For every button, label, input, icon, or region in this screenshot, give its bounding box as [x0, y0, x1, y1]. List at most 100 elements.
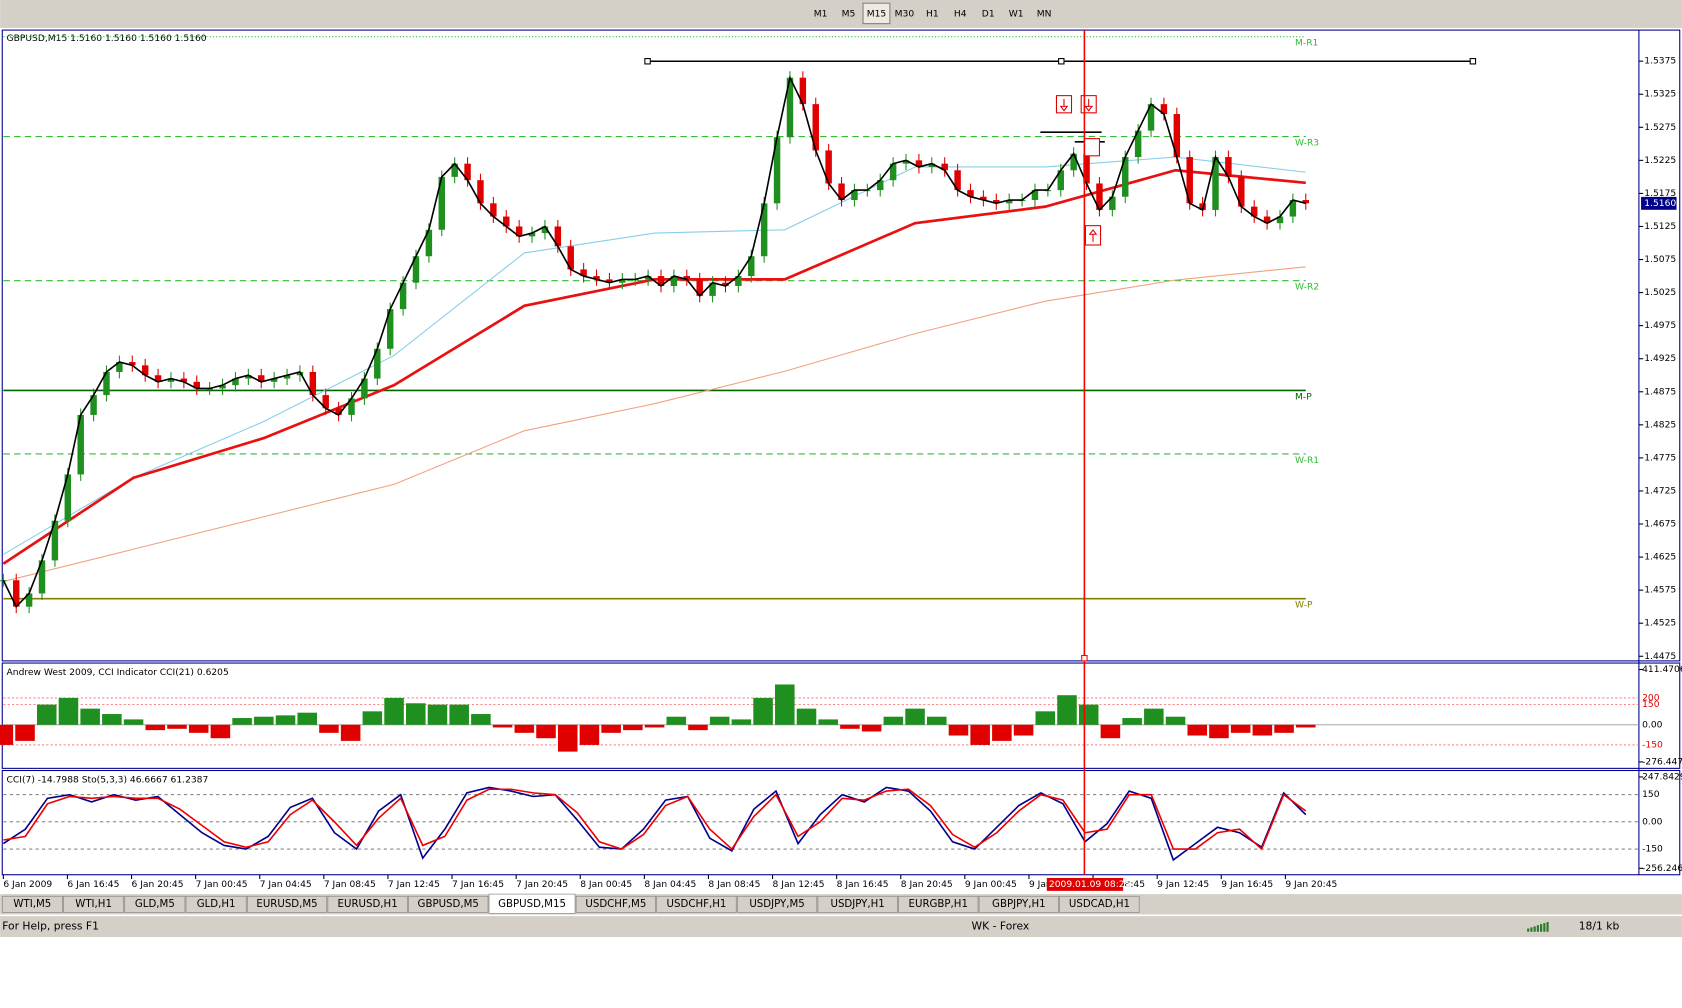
symbol-tab-label[interactable]: USDJPY,H1: [831, 899, 885, 910]
symbol-tab-label[interactable]: GLD,M5: [135, 899, 175, 910]
time-label: 9 Jan 12:45: [1157, 880, 1209, 890]
status-profile: WK - Forex: [972, 919, 1030, 932]
cci-frame: [1, 662, 1681, 769]
y-tick-label: 1.5075: [1644, 255, 1676, 265]
y-tick-label: 1.5325: [1644, 90, 1676, 100]
candle: [567, 246, 574, 270]
pivot-label: W-P: [1295, 601, 1313, 611]
timeframe-label[interactable]: D1: [982, 9, 995, 19]
timeframe-button[interactable]: [862, 2, 891, 25]
candle: [141, 365, 149, 376]
cci-tick-label: 411.4706: [1642, 665, 1682, 675]
symbol-tab[interactable]: [124, 895, 186, 913]
candle: [619, 279, 626, 283]
timeframe-button[interactable]: [835, 3, 862, 24]
timeframe-button[interactable]: [1002, 3, 1030, 24]
timeframe-label[interactable]: M5: [842, 9, 856, 19]
candle: [1109, 196, 1116, 210]
osc-tick-label: 150: [1642, 790, 1660, 800]
symbol-tab-label[interactable]: GBPUSD,M5: [418, 899, 479, 910]
timeframe-label[interactable]: MN: [1037, 9, 1052, 19]
y-tick-label: 1.4975: [1644, 321, 1676, 331]
symbol-tab-label[interactable]: GBPJPY,H1: [992, 899, 1046, 910]
candle: [1238, 176, 1245, 207]
symbol-tab-label[interactable]: EURUSD,H1: [338, 899, 398, 910]
candle: [915, 160, 923, 167]
time-label: 7 Jan 12:45: [388, 880, 440, 890]
connection-bars: [1527, 922, 1549, 932]
timeframe-label[interactable]: H4: [954, 9, 967, 19]
y-tick-label: 1.4775: [1644, 453, 1676, 463]
candle: [1096, 183, 1103, 210]
cci-bar: [1274, 724, 1294, 733]
timeframe-button[interactable]: [918, 3, 946, 24]
candle: [1083, 153, 1090, 184]
candle: [748, 256, 755, 277]
candle: [1212, 157, 1219, 210]
time-label: 8 Jan 16:45: [837, 880, 889, 890]
symbol-tab[interactable]: [246, 895, 328, 913]
symbol-tab[interactable]: [817, 895, 898, 913]
symbol-tab-label[interactable]: WTI,M5: [13, 899, 51, 910]
symbol-tab[interactable]: [1, 895, 63, 913]
symbol-tab[interactable]: [185, 895, 247, 913]
cci-bar: [275, 715, 296, 725]
cci-tick-label: 200: [1642, 693, 1660, 703]
symbol-tab-label[interactable]: GBPUSD,M15: [498, 899, 566, 910]
pivot-label: W-R2: [1295, 283, 1319, 293]
symbol-tab[interactable]: [898, 895, 979, 913]
symbol-tab-label[interactable]: USDCAD,H1: [1069, 899, 1130, 910]
symbol-tab[interactable]: [656, 895, 737, 913]
cci-bar: [449, 704, 469, 725]
symbol-tab[interactable]: [736, 895, 818, 913]
cci-bar: [840, 724, 860, 729]
cci-bar: [492, 724, 513, 728]
arrow-glyph: [1088, 229, 1098, 242]
symbol-tab-label[interactable]: USDCHF,H1: [667, 899, 727, 910]
symbol-tab-label[interactable]: EURGBP,H1: [909, 899, 968, 910]
cci-bar: [883, 716, 904, 725]
timeframe-label[interactable]: M30: [895, 9, 915, 19]
cci-bar: [514, 724, 535, 733]
symbol-tab[interactable]: [488, 893, 576, 914]
symbol-tab[interactable]: [1059, 895, 1140, 913]
symbol-tab-label[interactable]: WTI,H1: [75, 899, 112, 910]
status-help: For Help, press F1: [2, 919, 99, 932]
symbol-tab[interactable]: [978, 895, 1059, 913]
y-tick-label: 1.5225: [1644, 156, 1676, 166]
candle: [722, 282, 729, 286]
timeframe-button[interactable]: [974, 3, 1002, 24]
cci-bar: [406, 703, 426, 725]
symbol-tab[interactable]: [575, 895, 656, 913]
cci-bar: [384, 697, 404, 725]
cci-bar: [753, 697, 773, 725]
candle: [309, 371, 317, 396]
symbol-tab[interactable]: [327, 895, 408, 913]
timeframe-button[interactable]: [807, 3, 835, 24]
price-label: 1.5160: [1644, 199, 1676, 209]
symbol-tab-label[interactable]: EURUSD,M5: [256, 899, 317, 910]
timeframe-label[interactable]: M1: [814, 9, 828, 19]
trend-handle: [1469, 58, 1477, 65]
candle: [967, 190, 974, 197]
y-tick-label: 1.5025: [1644, 288, 1676, 298]
cci-bar: [1144, 708, 1164, 725]
timeframe-button[interactable]: [946, 3, 974, 24]
timeframe-label[interactable]: M15: [867, 9, 887, 19]
candle: [644, 276, 652, 280]
cci-bar: [644, 724, 665, 728]
symbol-tab[interactable]: [63, 895, 125, 913]
candle: [25, 593, 33, 607]
timeframe-label[interactable]: H1: [926, 9, 939, 19]
timeframe-button[interactable]: [890, 3, 918, 24]
symbol-tab-label[interactable]: USDCHF,M5: [585, 899, 646, 910]
candle: [425, 229, 433, 257]
timeframe-button[interactable]: [1030, 3, 1058, 24]
status-bar: [0, 915, 1682, 938]
symbol-tab-label[interactable]: GLD,H1: [197, 899, 236, 910]
timeframe-label[interactable]: W1: [1009, 9, 1024, 19]
candle: [503, 216, 510, 227]
symbol-tab[interactable]: [408, 895, 489, 913]
symbol-tab-label[interactable]: USDJPY,M5: [749, 899, 804, 910]
